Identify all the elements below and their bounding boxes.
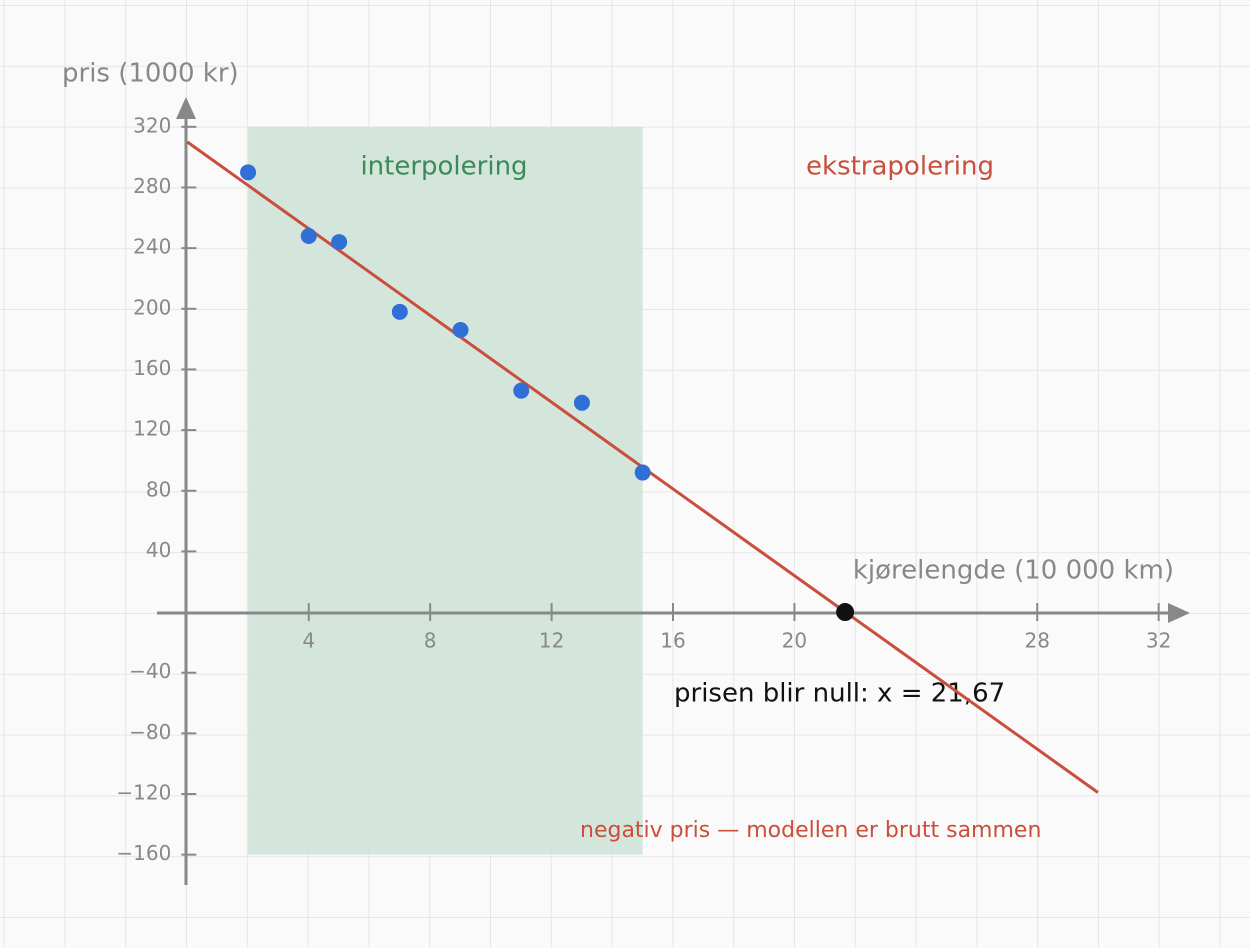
y-tick-label: 280 <box>133 174 171 198</box>
y-tick-label: −120 <box>116 781 171 805</box>
data-point <box>391 303 408 320</box>
y-tick-label: 200 <box>133 295 171 319</box>
y-tick-label: −40 <box>129 659 171 683</box>
data-point <box>573 394 590 411</box>
x-tick-label: 8 <box>424 629 437 653</box>
y-tick-label: 320 <box>133 113 171 137</box>
interpolation-region <box>248 126 643 855</box>
data-point <box>300 228 317 245</box>
x-tick-label: 4 <box>302 629 315 653</box>
y-axis-label: pris (1000 kr) <box>62 59 239 89</box>
y-tick-label: 240 <box>133 235 171 259</box>
extrapolation-label: ekstrapolering <box>806 152 994 182</box>
x-tick-label: 32 <box>1146 629 1171 653</box>
y-tick-label: −80 <box>129 720 171 744</box>
x-axis-label: kjørelengde (10 000 km) <box>853 556 1174 586</box>
region-label: interpolering <box>360 152 527 182</box>
zero-point <box>836 603 855 622</box>
negative-note: negativ pris — modellen er brutt sammen <box>580 818 1041 843</box>
y-axis-arrow <box>176 97 196 119</box>
y-tick-label: 40 <box>146 538 171 562</box>
x-tick-label: 12 <box>539 629 564 653</box>
x-tick-label: 16 <box>660 629 685 653</box>
data-point <box>634 464 651 481</box>
data-point <box>331 234 348 251</box>
y-tick-label: 80 <box>146 477 171 501</box>
x-axis-arrow <box>1168 603 1190 623</box>
x-tick-label: 28 <box>1025 629 1050 653</box>
data-point <box>513 382 530 399</box>
data-point <box>240 164 257 181</box>
x-tick-label: 20 <box>782 629 807 653</box>
zero-label: prisen blir null: x = 21,67 <box>674 679 1005 709</box>
region-layer <box>248 126 643 855</box>
data-point <box>452 322 469 339</box>
y-tick-label: 160 <box>133 356 171 380</box>
y-tick-label: −160 <box>116 841 171 865</box>
y-tick-label: 120 <box>133 417 171 441</box>
